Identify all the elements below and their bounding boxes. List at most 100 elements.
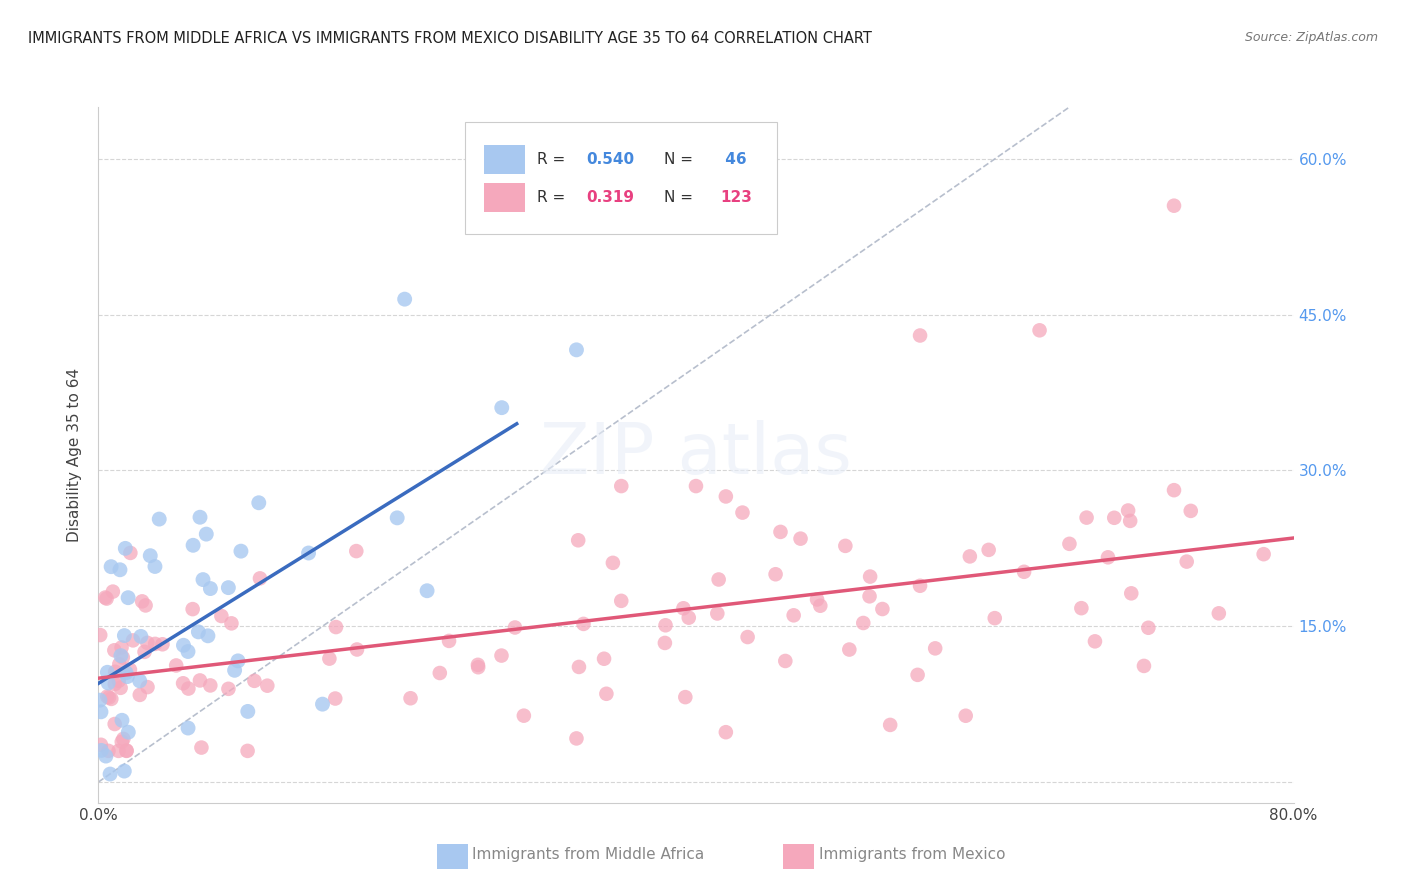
- Point: [685, 479, 707, 493]
- Point: [852, 615, 875, 630]
- Point: [513, 708, 536, 723]
- Point: [806, 592, 828, 607]
- Point: [1163, 199, 1185, 213]
- Point: [872, 602, 894, 616]
- Point: [1163, 483, 1185, 498]
- Point: [117, 670, 139, 684]
- Point: [229, 544, 252, 558]
- Text: 0.540: 0.540: [586, 152, 634, 167]
- Point: [467, 657, 489, 672]
- Point: [959, 549, 981, 564]
- Point: [678, 610, 700, 624]
- Point: [491, 401, 513, 415]
- Point: [209, 609, 232, 624]
- Point: [1012, 565, 1035, 579]
- Point: [94, 591, 117, 605]
- Point: [977, 542, 1000, 557]
- Point: [97, 744, 120, 758]
- Point: [221, 616, 243, 631]
- Point: [595, 687, 617, 701]
- Point: [610, 479, 633, 493]
- Point: [1180, 504, 1202, 518]
- Point: [467, 660, 489, 674]
- Point: [100, 559, 122, 574]
- Point: [120, 546, 142, 560]
- Point: [858, 590, 880, 604]
- Point: [108, 563, 131, 577]
- Text: 0.319: 0.319: [586, 190, 634, 205]
- Point: [181, 602, 204, 616]
- Point: [103, 643, 125, 657]
- Point: [1119, 514, 1142, 528]
- Point: [191, 573, 214, 587]
- Point: [181, 538, 204, 552]
- Point: [782, 608, 804, 623]
- Point: [908, 328, 931, 343]
- Point: [1208, 607, 1230, 621]
- Point: [98, 690, 121, 705]
- Text: Immigrants from Middle Africa: Immigrants from Middle Africa: [472, 847, 704, 863]
- Point: [134, 645, 156, 659]
- Point: [97, 676, 120, 690]
- Point: [136, 636, 159, 650]
- Point: [107, 673, 129, 688]
- Point: [118, 663, 141, 677]
- Point: [437, 633, 460, 648]
- Point: [1104, 510, 1126, 524]
- Point: [243, 673, 266, 688]
- Point: [385, 511, 409, 525]
- Point: [610, 594, 633, 608]
- Point: [714, 490, 737, 504]
- Point: [100, 692, 122, 706]
- Point: [565, 343, 588, 357]
- Point: [108, 657, 131, 672]
- Point: [834, 539, 856, 553]
- Point: [117, 591, 139, 605]
- Point: [908, 579, 931, 593]
- Point: [429, 665, 451, 680]
- Point: [1076, 510, 1098, 524]
- Point: [115, 665, 138, 680]
- Point: [90, 705, 112, 719]
- Point: [143, 559, 166, 574]
- Point: [104, 717, 127, 731]
- Point: [148, 512, 170, 526]
- Point: [769, 524, 792, 539]
- FancyBboxPatch shape: [783, 844, 814, 869]
- Point: [172, 638, 194, 652]
- Point: [765, 567, 787, 582]
- Point: [325, 620, 347, 634]
- Point: [94, 749, 117, 764]
- Point: [1121, 586, 1143, 600]
- Point: [112, 731, 135, 746]
- Point: [110, 640, 132, 655]
- Point: [143, 637, 166, 651]
- Point: [1133, 659, 1156, 673]
- Point: [89, 628, 111, 642]
- Point: [101, 584, 124, 599]
- Point: [247, 496, 270, 510]
- Point: [115, 743, 138, 757]
- Point: [879, 718, 901, 732]
- Point: [117, 725, 139, 739]
- Point: [226, 654, 249, 668]
- Text: 123: 123: [720, 190, 752, 205]
- Point: [1137, 621, 1160, 635]
- Point: [89, 693, 111, 707]
- Point: [236, 705, 259, 719]
- Point: [114, 541, 136, 556]
- Point: [111, 713, 134, 727]
- Point: [139, 549, 162, 563]
- Point: [111, 735, 134, 749]
- Point: [217, 681, 239, 696]
- Point: [200, 678, 222, 692]
- Point: [789, 532, 811, 546]
- Point: [129, 629, 152, 643]
- Point: [346, 642, 368, 657]
- Point: [323, 691, 346, 706]
- Text: IMMIGRANTS FROM MIDDLE AFRICA VS IMMIGRANTS FROM MEXICO DISABILITY AGE 35 TO 64 : IMMIGRANTS FROM MIDDLE AFRICA VS IMMIGRA…: [28, 31, 872, 46]
- Point: [838, 642, 860, 657]
- Point: [98, 767, 121, 781]
- Point: [152, 637, 174, 651]
- Point: [188, 510, 211, 524]
